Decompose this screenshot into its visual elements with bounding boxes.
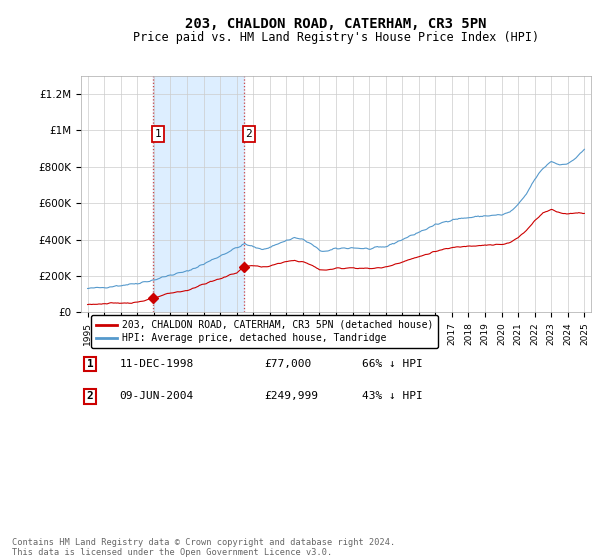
Text: £77,000: £77,000 — [265, 359, 312, 369]
Text: 1: 1 — [155, 129, 161, 139]
Text: 2: 2 — [87, 391, 94, 402]
Text: 09-JUN-2004: 09-JUN-2004 — [119, 391, 193, 402]
Bar — [153, 76, 244, 312]
Legend: 203, CHALDON ROAD, CATERHAM, CR3 5PN (detached house), HPI: Average price, detac: 203, CHALDON ROAD, CATERHAM, CR3 5PN (de… — [91, 315, 439, 348]
Text: £249,999: £249,999 — [265, 391, 319, 402]
Text: 66% ↓ HPI: 66% ↓ HPI — [361, 359, 422, 369]
Text: 1: 1 — [87, 359, 94, 369]
Text: Price paid vs. HM Land Registry's House Price Index (HPI): Price paid vs. HM Land Registry's House … — [133, 31, 539, 44]
Text: 11-DEC-1998: 11-DEC-1998 — [119, 359, 193, 369]
Text: 43% ↓ HPI: 43% ↓ HPI — [361, 391, 422, 402]
Text: 203, CHALDON ROAD, CATERHAM, CR3 5PN: 203, CHALDON ROAD, CATERHAM, CR3 5PN — [185, 17, 487, 31]
Text: Contains HM Land Registry data © Crown copyright and database right 2024.
This d: Contains HM Land Registry data © Crown c… — [12, 538, 395, 557]
Text: 2: 2 — [245, 129, 253, 139]
